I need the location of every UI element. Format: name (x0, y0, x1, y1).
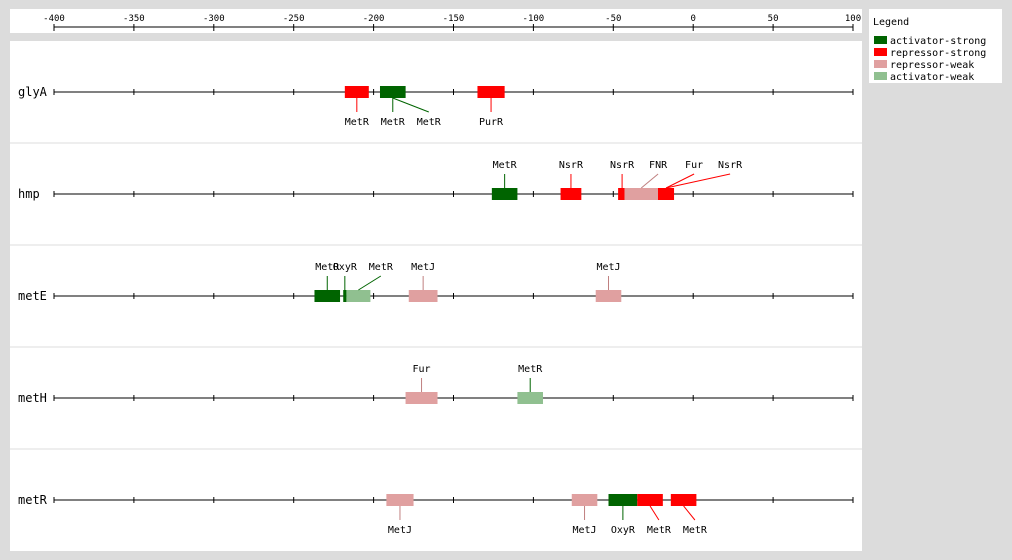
site-connector (358, 275, 382, 291)
site-label: MetJ (388, 525, 412, 536)
binding-site-box (608, 494, 638, 506)
axis-tick-label: -250 (283, 14, 305, 24)
site-label: MetR (369, 262, 394, 273)
legend: Legend activator-strong repressor-strong re… (869, 9, 1002, 83)
axis-tick-label: -400 (43, 14, 65, 24)
legend-title: Legend (873, 17, 909, 28)
legend-swatch (874, 60, 887, 68)
axis-tick-label: 0 (690, 14, 695, 24)
site-label: OxyR (333, 262, 358, 273)
site-label: MetR (647, 525, 672, 536)
site-label: MetJ (411, 262, 435, 273)
site-connector (683, 505, 696, 521)
site-label: MetR (683, 525, 708, 536)
site-label: MetR (381, 117, 406, 128)
legend-svg: Legend activator-strongrepressor-strongre… (873, 17, 986, 83)
site-label: MetR (315, 262, 340, 273)
binding-site-box (379, 86, 406, 98)
axis-tick-label: 50 (768, 14, 779, 24)
gene-name: metE (18, 289, 47, 303)
site-label: Fur (413, 364, 431, 375)
binding-site-box (618, 188, 627, 200)
site-label: MetJ (596, 262, 620, 273)
site-connector (665, 173, 731, 189)
binding-site-box (491, 188, 518, 200)
site-label: MetR (518, 364, 543, 375)
track-panel: glyA MetR MetR MetR PurR hmp MetR NsrR NsrR FNR Fu… (10, 41, 862, 551)
site-label: OxyR (611, 525, 636, 536)
gene-name: hmp (18, 187, 40, 201)
binding-site-box (517, 392, 543, 404)
legend-swatch (874, 36, 887, 44)
axis-tick-label: -350 (123, 14, 145, 24)
site-connector (665, 173, 695, 189)
binding-site-box (595, 290, 622, 302)
binding-site-box (386, 494, 414, 506)
binding-site-box (477, 86, 505, 98)
legend-item-label: activator-strong (890, 36, 986, 47)
axis-panel: -400 -350 -300 -250 -200 -150 -100 -50 0 50 100 (10, 9, 862, 33)
site-connector (640, 173, 659, 189)
axis-tick-label: 100 (845, 14, 861, 24)
site-label: NsrR (559, 160, 584, 171)
binding-site-box (658, 188, 675, 200)
binding-site-box (560, 188, 582, 200)
binding-site-box (343, 290, 347, 302)
binding-site-box (408, 290, 438, 302)
axis-tick-label: -100 (523, 14, 545, 24)
binding-site-box (624, 188, 659, 200)
axis-tick-label: -150 (443, 14, 465, 24)
legend-item-label: activator-weak (890, 72, 974, 83)
binding-site-box (405, 392, 438, 404)
site-label: NsrR (610, 160, 635, 171)
binding-site-box (346, 290, 371, 302)
site-connector (392, 97, 429, 113)
legend-item-label: repressor-strong (890, 48, 986, 59)
axis-tick-label: -300 (203, 14, 225, 24)
legend-swatch (874, 72, 887, 80)
site-label: PurR (479, 117, 504, 128)
binding-site-box (344, 86, 369, 98)
site-label: Fur (685, 160, 703, 171)
axis-tick-label: -200 (363, 14, 385, 24)
binding-site-box (670, 494, 697, 506)
gene-name: metR (18, 493, 48, 507)
binding-site-box (637, 494, 663, 506)
position-axis: -400 -350 -300 -250 -200 -150 -100 -50 0 50 100 (43, 14, 861, 31)
legend-item-label: repressor-weak (890, 60, 974, 71)
binding-site-box (571, 494, 598, 506)
site-label: MetR (345, 117, 370, 128)
binding-site-tracks: glyA MetR MetR MetR PurR hmp MetR NsrR NsrR FNR Fu… (10, 85, 862, 536)
site-label: NsrR (718, 160, 743, 171)
gene-name: glyA (18, 85, 48, 99)
site-label: MetR (493, 160, 518, 171)
site-connector (649, 505, 660, 521)
binding-site-box (314, 290, 341, 302)
site-label: MetR (417, 117, 442, 128)
legend-swatch (874, 48, 887, 56)
gene-name: metH (18, 391, 47, 405)
site-label: MetJ (572, 525, 596, 536)
site-label: FNR (649, 160, 668, 171)
axis-tick-label: -50 (605, 14, 621, 24)
